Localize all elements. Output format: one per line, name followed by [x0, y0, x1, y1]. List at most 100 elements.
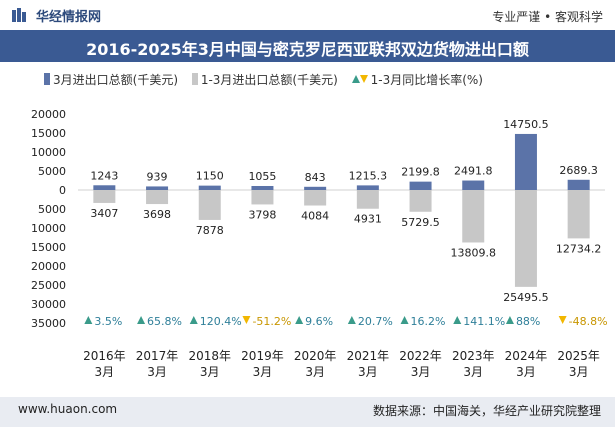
data-label-cumulative: 3698: [143, 208, 171, 221]
x-tick-label: 2017年 3月: [136, 349, 179, 379]
data-label-march: 1150: [196, 170, 224, 183]
data-label-growth: 3.5%: [94, 315, 122, 328]
y-tick-label: 35000: [31, 317, 66, 330]
bar-march: [251, 185, 274, 190]
data-label-cumulative: 3798: [248, 208, 276, 221]
x-tick-label: 2020年 3月: [294, 349, 337, 379]
top-bar: 华经情报网 专业严谨 • 客观科学: [0, 0, 615, 30]
y-tick-label: 15000: [31, 241, 66, 254]
footer-bar: [0, 397, 615, 427]
data-source: 数据来源：中国海关，华经产业研究院整理: [372, 404, 601, 418]
triangle-up-icon: [351, 75, 360, 83]
growth-up-icon: [189, 316, 198, 324]
growth-up-icon: [505, 316, 514, 324]
data-label-march: 2199.8: [401, 166, 440, 179]
logo-icon: [12, 8, 26, 22]
bar-cumulative: [93, 190, 116, 203]
bar-march: [514, 133, 537, 190]
bar-cumulative: [304, 190, 327, 206]
x-tick-label: 2023年 3月: [452, 349, 495, 379]
bar-cumulative: [409, 190, 432, 212]
y-tick-label: 15000: [31, 127, 66, 140]
y-tick-label: 0: [59, 184, 66, 197]
y-tick-label: 5000: [38, 203, 66, 216]
data-label-cumulative: 25495.5: [503, 291, 549, 304]
bar-march: [462, 180, 485, 190]
data-label-growth: -48.8%: [569, 315, 608, 328]
growth-down-icon: [558, 316, 567, 324]
growth-up-icon: [137, 316, 146, 324]
bar-march: [409, 181, 432, 190]
bar-march: [567, 179, 590, 190]
title-bar: [0, 30, 615, 62]
slogan: 专业严谨 • 客观科学: [492, 10, 603, 24]
growth-up-icon: [453, 316, 462, 324]
legend-growth-label: 1-3月同比增长率(%): [370, 73, 483, 87]
data-label-march: 1243: [90, 169, 118, 182]
data-label-march: 1055: [248, 170, 276, 183]
x-tick-label: 2019年 3月: [241, 349, 284, 379]
data-label-cumulative: 4084: [301, 210, 329, 223]
bar-cumulative: [514, 190, 537, 287]
data-label-cumulative: 13809.8: [451, 246, 497, 259]
data-label-cumulative: 3407: [90, 207, 118, 220]
data-label-march: 843: [305, 171, 326, 184]
y-tick-label: 25000: [31, 279, 66, 292]
growth-down-icon: [242, 316, 251, 324]
legend-march-label: 3月进出口总额(千美元): [53, 73, 178, 87]
bar-march: [356, 185, 379, 190]
y-tick-label: 20000: [31, 260, 66, 273]
bar-march: [304, 186, 327, 190]
legend-cumulative-swatch: [191, 73, 198, 85]
data-label-growth: 20.7%: [358, 315, 393, 328]
bar-march: [93, 185, 116, 190]
y-tick-label: 5000: [38, 165, 66, 178]
bar-cumulative: [567, 190, 590, 239]
data-label-march: 2491.8: [454, 165, 493, 178]
website-url: www.huaon.com: [18, 402, 118, 416]
growth-up-icon: [295, 316, 304, 324]
data-label-march: 939: [147, 170, 168, 183]
bar-cumulative: [198, 190, 221, 220]
bar-march: [198, 185, 221, 190]
data-label-growth: 88%: [516, 315, 540, 328]
triangle-down-icon: [359, 75, 368, 83]
data-label-growth: 9.6%: [305, 315, 333, 328]
x-tick-label: 2022年 3月: [399, 349, 442, 379]
data-label-growth: 141.1%: [463, 315, 505, 328]
data-label-growth: 120.4%: [200, 315, 242, 328]
x-tick-label: 2024年 3月: [505, 349, 548, 379]
growth-up-icon: [84, 316, 93, 324]
y-tick-label: 20000: [31, 108, 66, 121]
data-label-march: 14750.5: [503, 118, 549, 131]
x-tick-label: 2016年 3月: [83, 349, 126, 379]
x-tick-label: 2018年 3月: [188, 349, 231, 379]
y-tick-label: 10000: [31, 146, 66, 159]
legend-growth: 1-3月同比增长率(%): [351, 71, 483, 88]
legend-cumulative: 1-3月进出口总额(千美元): [191, 71, 338, 88]
y-tick-label: 10000: [31, 222, 66, 235]
legend-cumulative-label: 1-3月进出口总额(千美元): [200, 73, 338, 87]
x-tick-label: 2021年 3月: [347, 349, 390, 379]
data-label-cumulative: 5729.5: [401, 216, 440, 229]
bar-march: [146, 186, 169, 190]
data-label-cumulative: 7878: [196, 224, 224, 237]
data-label-growth: 16.2%: [411, 315, 446, 328]
y-tick-label: 30000: [31, 298, 66, 311]
growth-up-icon: [400, 316, 409, 324]
data-label-cumulative: 12734.2: [556, 242, 602, 255]
data-label-growth: -51.2%: [252, 315, 291, 328]
data-label-growth: 65.8%: [147, 315, 182, 328]
data-label-march: 1215.3: [349, 169, 388, 182]
data-label-march: 2689.3: [559, 164, 598, 177]
chart-title: 2016-2025年3月中国与密克罗尼西亚联邦双边货物进出口额: [86, 40, 529, 59]
brand-name: 华经情报网: [36, 10, 102, 25]
legend-march: 3月进出口总额(千美元): [44, 71, 178, 88]
legend-march-swatch: [44, 73, 50, 85]
growth-up-icon: [347, 316, 356, 324]
data-label-cumulative: 4931: [354, 213, 382, 226]
legend: 3月进出口总额(千美元) 1-3月进出口总额(千美元) 1-3月同比增长率(%): [44, 71, 493, 88]
bar-cumulative: [146, 190, 169, 205]
bar-cumulative: [356, 190, 379, 209]
